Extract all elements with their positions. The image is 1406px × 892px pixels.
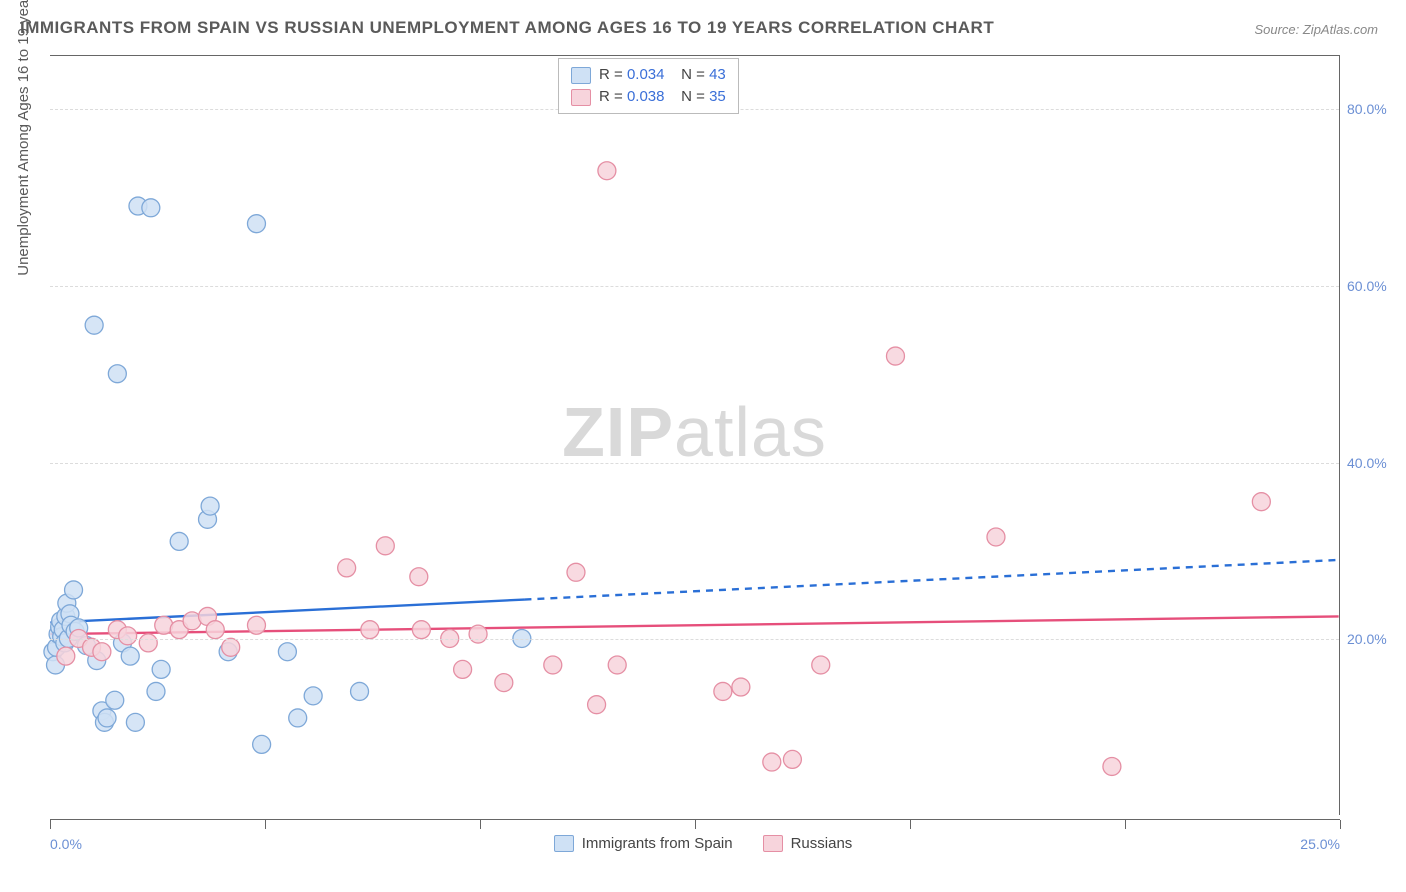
swatch-russians-bottom <box>763 835 783 852</box>
legend-stats-row-russians: R = 0.038 N = 35 <box>571 86 726 108</box>
y-tick-label: 20.0% <box>1347 631 1397 647</box>
y-tick-label: 80.0% <box>1347 101 1397 117</box>
legend-label-spain: Immigrants from Spain <box>582 835 733 852</box>
x-tick <box>1125 820 1126 829</box>
x-tick <box>265 820 266 829</box>
n-label: N = <box>681 66 705 83</box>
y-tick-label: 60.0% <box>1347 278 1397 294</box>
chart-title: IMMIGRANTS FROM SPAIN VS RUSSIAN UNEMPLO… <box>20 18 994 38</box>
swatch-spain <box>571 67 591 84</box>
chart-svg <box>50 56 1339 815</box>
x-tick-label: 25.0% <box>1300 836 1340 852</box>
x-tick <box>910 820 911 829</box>
x-tick <box>50 820 51 829</box>
n-value-spain: 43 <box>709 66 726 83</box>
legend-stats-box: R = 0.034 N = 43 R = 0.038 N = 35 <box>558 58 739 114</box>
r-value-russians: 0.038 <box>627 88 665 105</box>
legend-label-russians: Russians <box>791 835 853 852</box>
x-tick <box>480 820 481 829</box>
y-axis-label: Unemployment Among Ages 16 to 19 years <box>15 0 32 276</box>
grid-line <box>50 463 1339 464</box>
x-tick-label: 0.0% <box>50 836 82 852</box>
y-tick-label: 40.0% <box>1347 455 1397 471</box>
legend-stats-row-spain: R = 0.034 N = 43 <box>571 64 726 86</box>
source-attribution: Source: ZipAtlas.com <box>1254 22 1378 37</box>
x-tick <box>695 820 696 829</box>
legend-item-spain: Immigrants from Spain <box>554 835 733 852</box>
r-label: R = <box>599 88 623 105</box>
legend-bottom: Immigrants from Spain Russians <box>0 835 1406 852</box>
grid-line <box>50 286 1339 287</box>
plot-area: ZIPatlas 20.0%40.0%60.0%80.0% <box>50 55 1340 815</box>
x-tick <box>1340 820 1341 829</box>
watermark-zip: ZIP <box>562 393 674 471</box>
swatch-russians <box>571 89 591 106</box>
r-label: R = <box>599 66 623 83</box>
n-value-russians: 35 <box>709 88 726 105</box>
n-label: N = <box>681 88 705 105</box>
swatch-spain-bottom <box>554 835 574 852</box>
watermark: ZIPatlas <box>562 392 827 472</box>
legend-item-russians: Russians <box>763 835 853 852</box>
watermark-atlas: atlas <box>674 393 827 471</box>
r-value-spain: 0.034 <box>627 66 665 83</box>
grid-line <box>50 639 1339 640</box>
